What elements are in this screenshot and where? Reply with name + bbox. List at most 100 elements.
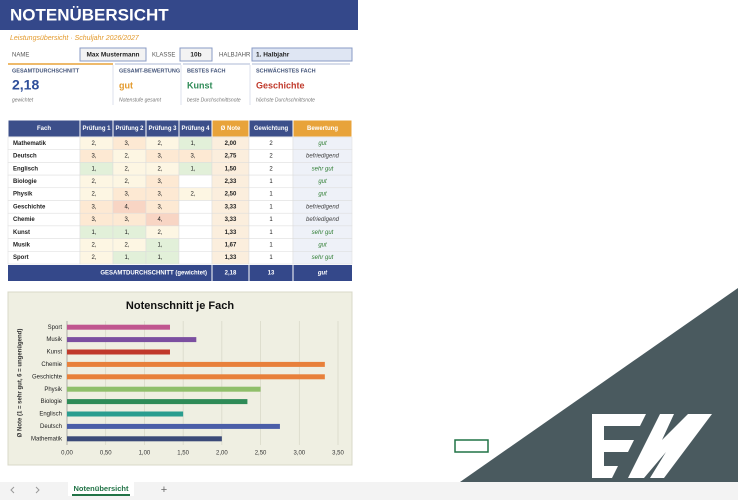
cell-text: Biologie [13, 179, 37, 185]
cell-text: gut [318, 141, 327, 147]
cell-text: Geschichte [13, 204, 46, 210]
subtitle: Leistungsübersicht · Schuljahr 2026/2027 [10, 35, 140, 42]
add-sheet[interactable]: + [161, 484, 167, 496]
header-label: Prüfung 1 [83, 126, 112, 132]
x-tick-label: 0,50 [100, 451, 112, 457]
x-tick-label: 1,50 [177, 451, 189, 457]
cell [178, 238, 213, 252]
cell-text: 3,33 [225, 204, 237, 210]
cell-text: befriedigend [306, 217, 340, 223]
footer-text: 2,18 [225, 271, 237, 277]
header-label: Prüfung 2 [116, 126, 145, 132]
card-label: GESAMTDURCHSCHNITT [12, 68, 80, 74]
cell-cursor [454, 439, 489, 453]
card-label: GESAMT-BEWERTUNG [119, 68, 180, 74]
nav-prev[interactable] [10, 486, 15, 494]
x-tick-label: 3,50 [332, 451, 344, 457]
input-box[interactable] [251, 47, 353, 62]
bar [67, 349, 170, 355]
cell-text: 2, [125, 243, 130, 249]
chart-title: Notenschnitt je Fach [126, 300, 234, 312]
y-tick-label: Kunst [47, 350, 63, 356]
cell-text: 3, [125, 217, 130, 223]
sheet-tab[interactable] [68, 482, 134, 496]
logo-e [592, 414, 646, 478]
cell-text: 1, [92, 166, 97, 172]
cell-text: sehr gut [312, 166, 334, 172]
label: HALBJAHR [219, 53, 251, 59]
header-label: Ø Note [221, 126, 241, 132]
input-value: Max Mustermann [86, 52, 139, 59]
cell-text: 1 [269, 192, 273, 198]
cell-text: 2, [92, 141, 97, 147]
cell-text: 2, [158, 230, 163, 236]
logo [592, 414, 712, 478]
x-tick-label: 1,00 [139, 451, 151, 457]
logo-w [628, 414, 712, 478]
cell-text: gut [318, 243, 327, 249]
cell [178, 225, 213, 239]
cell [178, 200, 213, 214]
cell-text: 4, [125, 204, 130, 210]
input-value: 1. Halbjahr [256, 52, 290, 59]
cell-text: 1,67 [225, 243, 237, 249]
cell-text: 1, [92, 230, 97, 236]
y-tick-label: Geschichte [32, 374, 63, 380]
cell-text: 2, [125, 179, 130, 185]
cell-text: Deutsch [13, 154, 37, 160]
x-tick-label: 2,50 [255, 451, 267, 457]
card-caption: Notenstufe gesamt [119, 97, 162, 103]
card-label: BESTES FACH [187, 68, 226, 74]
input-box[interactable] [179, 47, 213, 62]
sheet-tab-label: Notenübersicht [73, 484, 129, 493]
cell-text: 2, [158, 166, 163, 172]
y-tick-label: Musik [46, 337, 63, 343]
cell-text: 2,33 [225, 179, 237, 185]
cell-text: 3, [125, 141, 130, 147]
y-tick-label: Physik [44, 387, 63, 393]
nav-next[interactable] [35, 486, 40, 494]
y-axis-title: Ø Note (1 = sehr gut, 6 = ungenügend) [18, 329, 24, 438]
cell-text: Chemie [13, 217, 35, 223]
cell-text: 2, [125, 166, 130, 172]
cell-text: 2 [269, 166, 273, 172]
cell-text: 3,33 [225, 217, 237, 223]
cell-text: 3, [92, 154, 97, 160]
cell-text: 1,33 [225, 255, 237, 261]
cell-text: 3, [158, 204, 163, 210]
cell-text: 1,33 [225, 230, 237, 236]
bar [67, 411, 184, 417]
cell-text: 1 [269, 204, 273, 210]
cell-text: 2, [92, 192, 97, 198]
y-tick-label: Deutsch [40, 424, 62, 430]
cell-text: befriedigend [306, 154, 340, 160]
cell-text: Physik [13, 192, 33, 198]
cell-text: 2, [92, 243, 97, 249]
x-tick-label: 3,00 [293, 451, 305, 457]
header-label: Bewertung [307, 126, 338, 132]
header-label: Prüfung 3 [149, 126, 178, 132]
bar [67, 386, 261, 392]
cell-text: Mathematik [13, 141, 47, 147]
x-tick-label: 0,00 [61, 451, 73, 457]
cell-text: 2,75 [225, 154, 237, 160]
label: KLASSE [152, 53, 175, 59]
cell-text: 2 [269, 154, 273, 160]
footer-text: 13 [268, 271, 275, 277]
card-value: Kunst [187, 80, 213, 90]
bar [67, 324, 170, 330]
cell-text: 2, [158, 141, 163, 147]
cell-text: 1 [269, 230, 273, 236]
title-bar [0, 0, 358, 30]
cell-text: 3, [191, 154, 196, 160]
cell-text: 1, [125, 230, 130, 236]
header-label: Prüfung 4 [182, 126, 211, 132]
cell-text: gut [318, 179, 327, 185]
title: NOTENÜBERSICHT [10, 5, 169, 24]
card-value: 2,18 [12, 77, 39, 93]
header-label: Gewichtung [254, 126, 289, 132]
tab-bar [0, 482, 738, 500]
cell [292, 251, 353, 265]
card-caption: beste Durchschnittsnote [187, 97, 241, 103]
input-box[interactable] [79, 47, 147, 62]
